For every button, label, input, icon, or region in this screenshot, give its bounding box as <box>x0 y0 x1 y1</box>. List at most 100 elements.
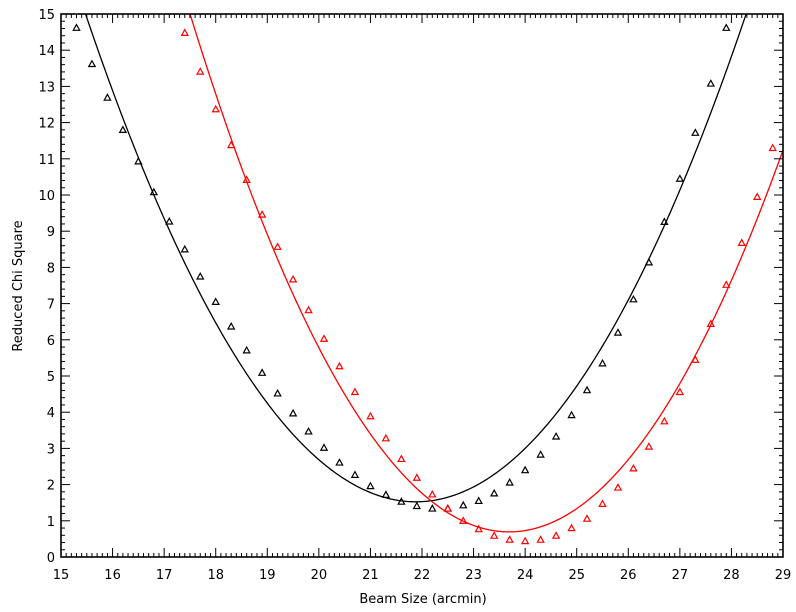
series-0-point <box>149 187 159 196</box>
series-1-point <box>567 523 576 532</box>
series-0-point <box>459 500 468 509</box>
series-1-point <box>582 514 592 522</box>
series-0-point <box>644 257 654 266</box>
y-tick-label: 9 <box>47 225 55 240</box>
x-tick-label: 15 <box>53 568 70 583</box>
y-tick-label: 5 <box>47 370 55 385</box>
x-tick-label: 27 <box>672 568 689 583</box>
series-1-point <box>660 416 669 425</box>
series-0-point <box>722 23 731 31</box>
series-0-point <box>304 426 313 435</box>
series-0-point <box>180 244 189 253</box>
series-0-point <box>412 501 422 510</box>
series-1-point <box>737 238 746 246</box>
series-1-point <box>196 67 205 75</box>
series-0-point <box>273 388 282 397</box>
plot-layer <box>72 14 783 545</box>
series-0-point <box>165 216 174 225</box>
x-tick-label: 26 <box>620 568 637 583</box>
series-1-point <box>722 280 731 288</box>
series-0-point <box>397 497 406 505</box>
series-1-point <box>613 483 623 491</box>
series-0-point <box>536 450 545 458</box>
series-0-point <box>567 410 576 419</box>
y-tick-label: 6 <box>47 334 55 349</box>
x-tick-label: 21 <box>362 568 379 583</box>
series-0-point <box>428 504 437 512</box>
y-axis-title: Reduced Chi Square <box>11 220 26 351</box>
series-0-point <box>196 272 205 280</box>
series-1-point <box>366 411 375 420</box>
series-1-point <box>335 361 344 370</box>
series-0-point <box>366 481 375 490</box>
series-1-point <box>242 175 251 183</box>
series-1-point <box>644 442 654 450</box>
series-1-point <box>257 210 267 218</box>
x-tick-label: 24 <box>517 568 534 583</box>
series-1-point <box>598 499 607 507</box>
series-0-point <box>134 156 143 165</box>
series-0-point <box>474 496 483 505</box>
series-0-point <box>288 408 298 417</box>
series-1-point <box>211 104 220 113</box>
y-tick-label: 1 <box>47 515 55 530</box>
y-tick-label: 7 <box>47 298 55 313</box>
series-1-point <box>768 143 777 152</box>
series-1-point <box>288 274 298 283</box>
y-tick-label: 10 <box>38 189 55 204</box>
ticks-layer: 15 16 17 18 19 20 21 22 23 24 25 26 27 28 290123456789… <box>38 8 791 583</box>
y-tick-label: 4 <box>47 406 55 421</box>
x-tick-label: 16 <box>104 568 121 583</box>
series-1-point <box>428 489 437 498</box>
x-tick-label: 17 <box>156 568 173 583</box>
series-1-point <box>551 531 561 539</box>
series-0-point <box>381 490 391 498</box>
y-tick-label: 8 <box>47 261 55 276</box>
series-1-point <box>226 140 236 149</box>
x-tick-label: 28 <box>723 568 740 583</box>
series-0-point <box>598 358 607 367</box>
series-0-point <box>706 79 716 87</box>
series-1-point <box>397 454 406 463</box>
y-tick-label: 14 <box>38 44 55 59</box>
x-tick-label: 18 <box>207 568 224 583</box>
series-0-point <box>675 174 685 182</box>
y-tick-label: 13 <box>38 80 55 95</box>
series-1-point <box>180 28 189 36</box>
series-0-point <box>242 345 251 354</box>
y-tick-label: 2 <box>47 479 55 494</box>
plot-frame <box>60 13 784 558</box>
series-1-point <box>412 473 422 481</box>
series-0-point <box>613 328 623 336</box>
series-0-point <box>319 443 329 451</box>
series-0-point <box>350 470 360 478</box>
series-1-point <box>691 355 700 363</box>
series-0-point <box>551 432 561 440</box>
y-tick-label: 15 <box>38 8 55 23</box>
series-0-point <box>520 465 530 474</box>
series-0-point <box>103 93 112 101</box>
x-tick-label: 22 <box>414 568 431 583</box>
x-tick-label: 29 <box>775 568 792 583</box>
x-tick-label: 20 <box>311 568 328 583</box>
x-tick-label: 25 <box>568 568 585 583</box>
series-0-point <box>691 128 700 136</box>
series-1-line <box>189 14 783 533</box>
series-1-point <box>459 516 468 524</box>
x-axis-title: Beam Size (arcmin) <box>359 592 486 607</box>
series-1-point <box>706 319 716 328</box>
series-1-point <box>350 387 360 396</box>
series-0-point <box>226 321 236 330</box>
series-1-point <box>505 535 514 543</box>
series-1-point <box>381 433 391 442</box>
series-0-point <box>489 488 499 497</box>
series-0-point <box>582 385 592 394</box>
series-0-point <box>72 23 81 31</box>
x-tick-label: 23 <box>465 568 482 583</box>
series-1-point <box>675 387 685 396</box>
series-1-point <box>474 524 483 533</box>
y-tick-label: 11 <box>38 153 55 168</box>
series-1-point <box>520 536 530 545</box>
series-1-point <box>752 192 762 200</box>
